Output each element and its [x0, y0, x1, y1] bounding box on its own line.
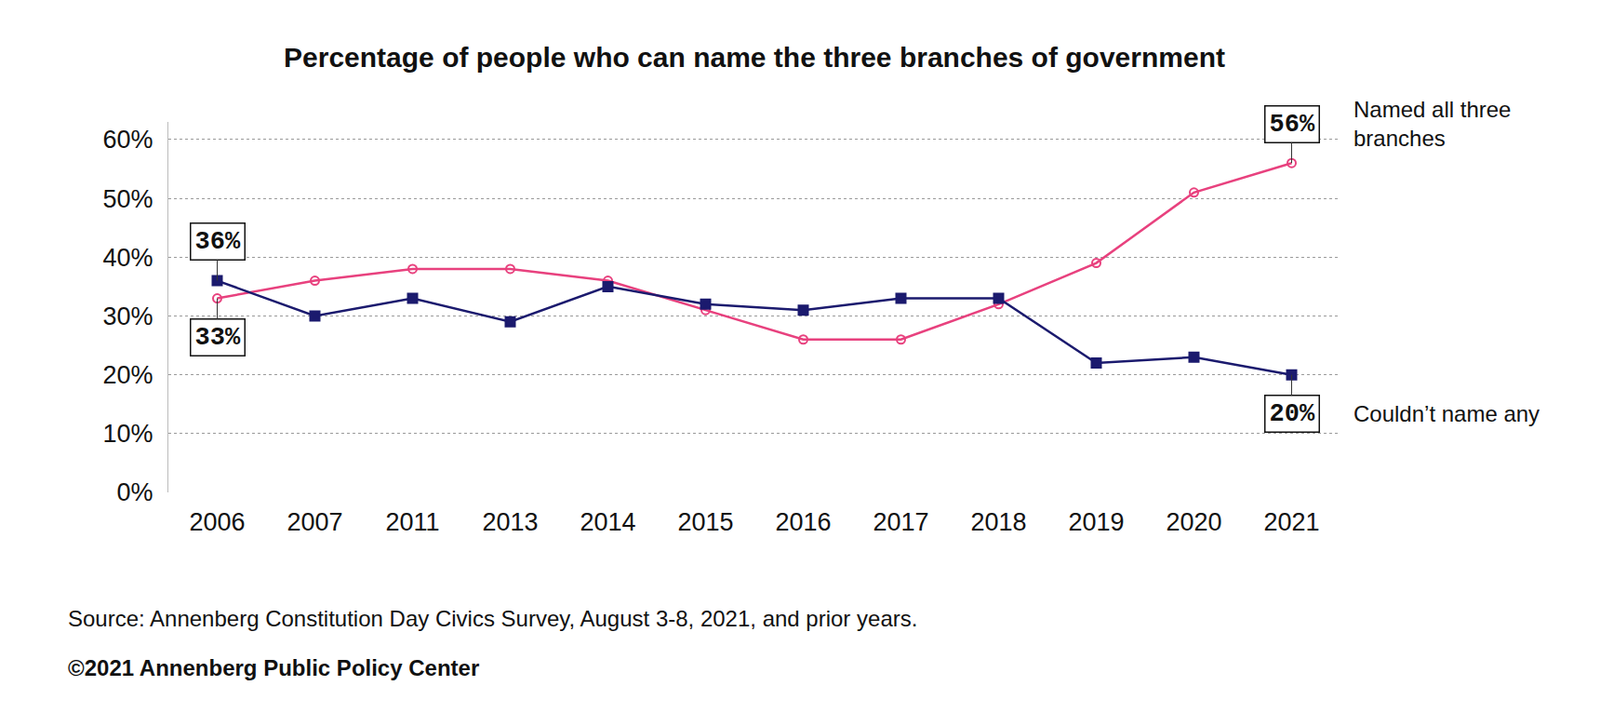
- svg-text:2007: 2007: [286, 507, 343, 536]
- svg-text:2015: 2015: [677, 507, 734, 536]
- svg-text:2016: 2016: [774, 507, 831, 536]
- svg-text:Percentage of people who can n: Percentage of people who can name the th…: [283, 41, 1226, 73]
- svg-text:56%: 56%: [1269, 110, 1316, 139]
- svg-text:Source: Annenberg Constitution: Source: Annenberg Constitution Day Civic…: [67, 605, 918, 631]
- svg-text:Couldn’t name any: Couldn’t name any: [1353, 400, 1540, 427]
- svg-text:©2021 Annenberg Public Policy: ©2021 Annenberg Public Policy Center: [67, 654, 480, 680]
- svg-text:2021: 2021: [1263, 507, 1320, 536]
- svg-text:40%: 40%: [103, 243, 154, 272]
- svg-text:30%: 30%: [103, 302, 154, 331]
- svg-text:20%: 20%: [103, 360, 154, 389]
- svg-text:20%: 20%: [1269, 400, 1316, 428]
- svg-text:10%: 10%: [103, 419, 154, 448]
- svg-text:Named all threebranches: Named all threebranches: [1353, 96, 1511, 151]
- svg-text:60%: 60%: [103, 125, 154, 154]
- svg-text:2014: 2014: [579, 507, 636, 536]
- svg-text:2011: 2011: [385, 507, 440, 536]
- svg-text:2019: 2019: [1067, 507, 1124, 536]
- svg-text:2006: 2006: [188, 507, 245, 536]
- svg-text:0%: 0%: [117, 478, 154, 507]
- svg-text:2018: 2018: [970, 507, 1027, 536]
- svg-text:2013: 2013: [481, 507, 538, 536]
- svg-text:2020: 2020: [1165, 507, 1222, 536]
- svg-text:2017: 2017: [872, 507, 929, 536]
- svg-text:33%: 33%: [195, 323, 241, 352]
- svg-text:36%: 36%: [195, 227, 241, 256]
- svg-text:50%: 50%: [103, 185, 154, 214]
